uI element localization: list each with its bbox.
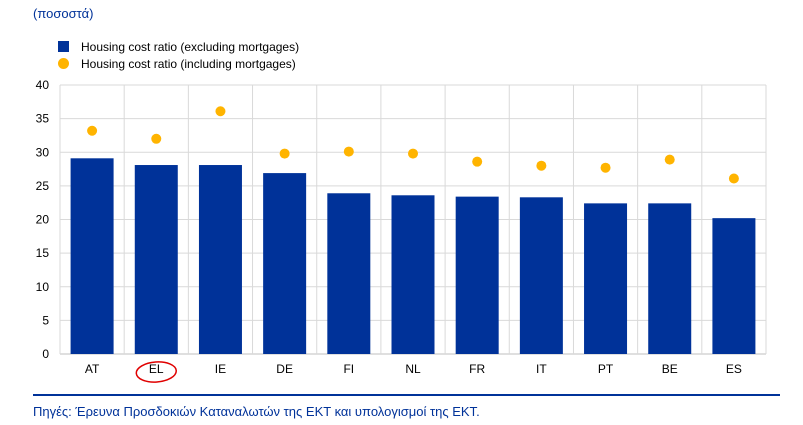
y-tick-label: 25 xyxy=(36,179,50,193)
bar xyxy=(327,193,371,354)
dot-marker xyxy=(728,173,739,184)
bar xyxy=(134,165,178,354)
y-tick-label: 10 xyxy=(36,280,50,294)
y-tick-label: 0 xyxy=(42,347,49,361)
bar xyxy=(455,196,499,354)
x-tick-label: IE xyxy=(215,362,226,376)
dot-marker xyxy=(151,133,162,144)
source-note: Πηγές: Έρευνα Προσδοκιών Καταναλωτών της… xyxy=(33,404,480,419)
y-tick-label: 35 xyxy=(36,112,50,126)
dot-marker xyxy=(600,162,611,173)
bar xyxy=(712,218,756,354)
legend-item-bars: Housing cost ratio (excluding mortgages) xyxy=(58,38,299,55)
x-tick-label: IT xyxy=(536,362,547,376)
x-tick-label: EL xyxy=(149,362,164,376)
dot-marker xyxy=(343,146,354,157)
legend-item-dots: Housing cost ratio (including mortgages) xyxy=(58,55,299,72)
dot-marker xyxy=(664,154,675,165)
legend: Housing cost ratio (excluding mortgages)… xyxy=(58,38,299,72)
y-tick-label: 15 xyxy=(36,246,50,260)
dot-marker xyxy=(408,148,418,159)
bar xyxy=(584,203,628,354)
dot-marker xyxy=(472,156,483,167)
legend-bar-swatch xyxy=(58,41,69,52)
y-tick-label: 20 xyxy=(36,213,50,227)
bar xyxy=(391,195,435,354)
legend-dot-swatch xyxy=(58,58,69,69)
x-tick-label: ES xyxy=(726,362,742,376)
y-tick-label: 30 xyxy=(36,145,50,159)
x-tick-label: AT xyxy=(85,362,100,376)
y-tick-label: 40 xyxy=(36,78,50,92)
x-tick-label: DE xyxy=(276,362,293,376)
x-tick-label: BE xyxy=(662,362,678,376)
legend-label-bars: Housing cost ratio (excluding mortgages) xyxy=(81,39,300,54)
dot-marker xyxy=(87,125,98,136)
bar xyxy=(648,203,692,354)
dot-marker xyxy=(536,160,547,171)
x-tick-label: FI xyxy=(343,362,354,376)
bar xyxy=(198,165,242,354)
highlight-circle xyxy=(135,361,177,383)
x-tick-label: PT xyxy=(598,362,614,376)
x-tick-label: FR xyxy=(469,362,485,376)
bar xyxy=(263,173,307,354)
legend-label-dots: Housing cost ratio (including mortgages) xyxy=(81,56,296,71)
units-label: (ποσοστά) xyxy=(33,6,94,21)
footer-rule xyxy=(33,394,780,396)
dot-marker xyxy=(279,148,290,159)
dot-marker xyxy=(215,106,226,117)
y-tick-label: 5 xyxy=(42,313,49,327)
bar xyxy=(70,158,114,354)
x-tick-label: NL xyxy=(405,362,421,376)
bar xyxy=(519,197,563,354)
